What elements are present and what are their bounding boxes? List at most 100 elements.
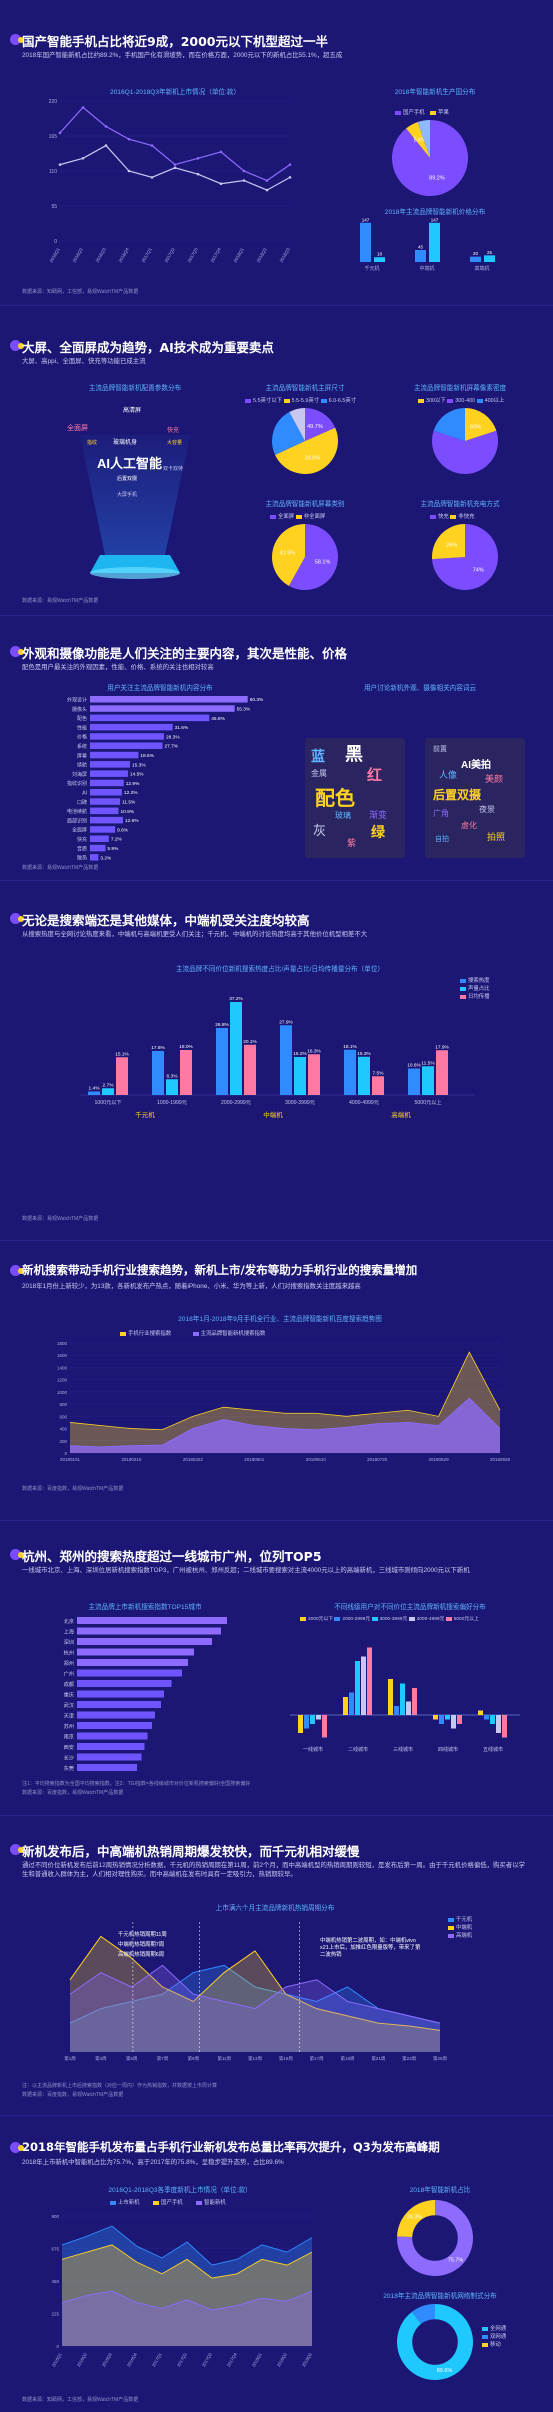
bullet-icon	[10, 34, 24, 45]
tag: 全面屏	[67, 425, 88, 432]
bar	[470, 256, 481, 262]
annotation: 中端机热销第二波周期，如：中端机vivo x21上市后，加推红色限量版等，带来了…	[320, 1938, 421, 1958]
tick-label: 南京	[64, 1733, 74, 1741]
bullet-icon	[10, 646, 24, 657]
legend: 300以下 300-400 400以上	[418, 396, 504, 404]
tick-label: 二线城市	[348, 1746, 368, 1753]
bar	[360, 222, 371, 262]
tick-label: 北京	[64, 1617, 74, 1625]
tick-label: 第9周	[188, 2055, 200, 2062]
tick-label: 2017Q3	[201, 2351, 213, 2367]
data-label: 75.7%	[448, 2257, 464, 2263]
bar	[436, 1050, 448, 1095]
tick-label: 20180322	[183, 1457, 204, 1462]
tick-label: 110	[49, 169, 57, 175]
bar	[304, 1715, 309, 1729]
tick-label: 高端机	[474, 265, 489, 272]
tick-label: 2016Q1	[51, 2351, 63, 2367]
tick-label: 刘海屏	[72, 771, 87, 778]
tick-label: 全面屏	[72, 827, 87, 834]
chart-title: 主流品牌智能新机屏幕像素密度	[413, 385, 507, 392]
data-label: 20.1%	[243, 1039, 257, 1045]
bar	[478, 1710, 483, 1715]
tick-label: 20180928	[490, 1457, 510, 1462]
pie-slice	[305, 408, 336, 441]
word: 蓝	[311, 748, 325, 764]
bar	[90, 826, 116, 833]
tick-label: 2016Q3	[95, 247, 108, 264]
data-label: 17.6%	[151, 1045, 165, 1051]
bar	[374, 257, 385, 262]
data-label: 10.9%	[121, 809, 135, 815]
bar	[343, 1697, 348, 1715]
data-label: 12.2%	[124, 790, 138, 796]
tick-label: 1800	[57, 1341, 68, 1346]
section-title: 杭州、郑州的搜索热度超过一线城市广州，位列TOP5	[22, 1549, 322, 1564]
tick-label: 2017Q2	[164, 247, 177, 264]
tag: AI人工智能	[97, 456, 163, 471]
tick-label: 20180101	[60, 1457, 81, 1462]
tick-label: 2018Q1	[251, 2351, 263, 2367]
bar	[372, 1076, 384, 1095]
divider	[0, 1520, 553, 1521]
chart-title: 主流品牌智能新机充电方式	[420, 501, 500, 508]
section-desc: 2018年上市新机中智能机占比为75.7%，高于2017年的75.8%，呈稳步提…	[22, 2159, 284, 2166]
s2-pie-ppi: 60%	[432, 408, 498, 474]
series-line	[59, 106, 291, 182]
bar	[388, 1679, 393, 1715]
bar	[316, 1715, 321, 1720]
data-label: 10.6%	[407, 1063, 421, 1069]
bullet-icon	[10, 1265, 24, 1276]
chart-title: 主流品牌智能新机主屏尺寸	[265, 385, 345, 392]
data-label: 27.7%	[164, 744, 178, 750]
data-label: 12.9%	[126, 781, 140, 787]
bar	[90, 835, 109, 842]
chart-title: 主流品牌智能新机屏幕类别	[265, 501, 345, 508]
bar	[77, 1743, 145, 1750]
tag: 双卡双待	[163, 466, 184, 472]
section-title: 新机发布后，中高端机热销周期爆发较快，而千元机相对缓慢	[22, 1844, 360, 1859]
tick-label: 2017Q1	[141, 247, 154, 264]
section-desc: 配色是用户最关注的外观因素，性能、价格、系统的关注也相对较高	[22, 664, 214, 671]
data-label: 45	[418, 245, 424, 250]
word: 虚化	[461, 821, 477, 830]
group-label: 中端机	[263, 1110, 283, 1119]
data-label: 24.0%	[305, 456, 321, 462]
bar	[90, 751, 139, 759]
pie-slice	[433, 408, 465, 441]
data-point	[219, 182, 223, 186]
tick-label: 5000元以上	[414, 1098, 441, 1106]
tick-label: 西安	[64, 1743, 74, 1751]
source-note: 数据来源：百度指数，易观WatchTM产品数据	[22, 1790, 124, 1796]
section-6: 杭州、郑州的搜索热度超过一线城市广州，位列TOP5 一线城市北京、上海、深圳位居…	[0, 1525, 553, 1810]
bar	[90, 854, 99, 861]
s2-pie-screen: 49.7% 24.0%	[272, 408, 338, 475]
tick-label: 重庆	[64, 1691, 74, 1699]
data-label: 58.1%	[315, 560, 331, 566]
chart-title: 上市满六个月主流品牌新机热销周期分布	[215, 1905, 335, 1912]
tick-label: 55	[51, 204, 57, 210]
bar	[90, 844, 106, 852]
s8-area-chart: 0 225 450 675 900 2016Q1 2016Q2 2016Q3 2016Q4 201…	[51, 2214, 313, 2368]
series-area	[70, 1936, 440, 2052]
legend: 千元机 中端机 高端机	[448, 1916, 472, 1940]
bullet-icon	[10, 913, 24, 924]
chart-title: 2018年智能新机生产国分布	[394, 89, 476, 96]
data-point	[265, 179, 269, 182]
tick-label: 成都	[64, 1680, 74, 1688]
data-label: 147	[431, 217, 439, 222]
tick-label: 第21周	[371, 2055, 385, 2062]
tick-label: 性能	[77, 724, 87, 731]
data-label: 41.9%	[280, 550, 296, 556]
bar	[90, 696, 248, 703]
word: 广角	[433, 809, 449, 818]
tick-label: 价格	[77, 734, 87, 741]
data-point	[173, 166, 177, 170]
divider	[0, 615, 553, 616]
pie-slice	[275, 427, 338, 475]
data-label: 26.8%	[215, 1022, 229, 1028]
tick-label: 1000元以下	[94, 1099, 121, 1106]
tick-label: 2018Q3	[279, 247, 292, 264]
chart-title: 2018年智能新机占比	[409, 2187, 471, 2194]
tick-label: 2016Q4	[126, 2351, 138, 2367]
